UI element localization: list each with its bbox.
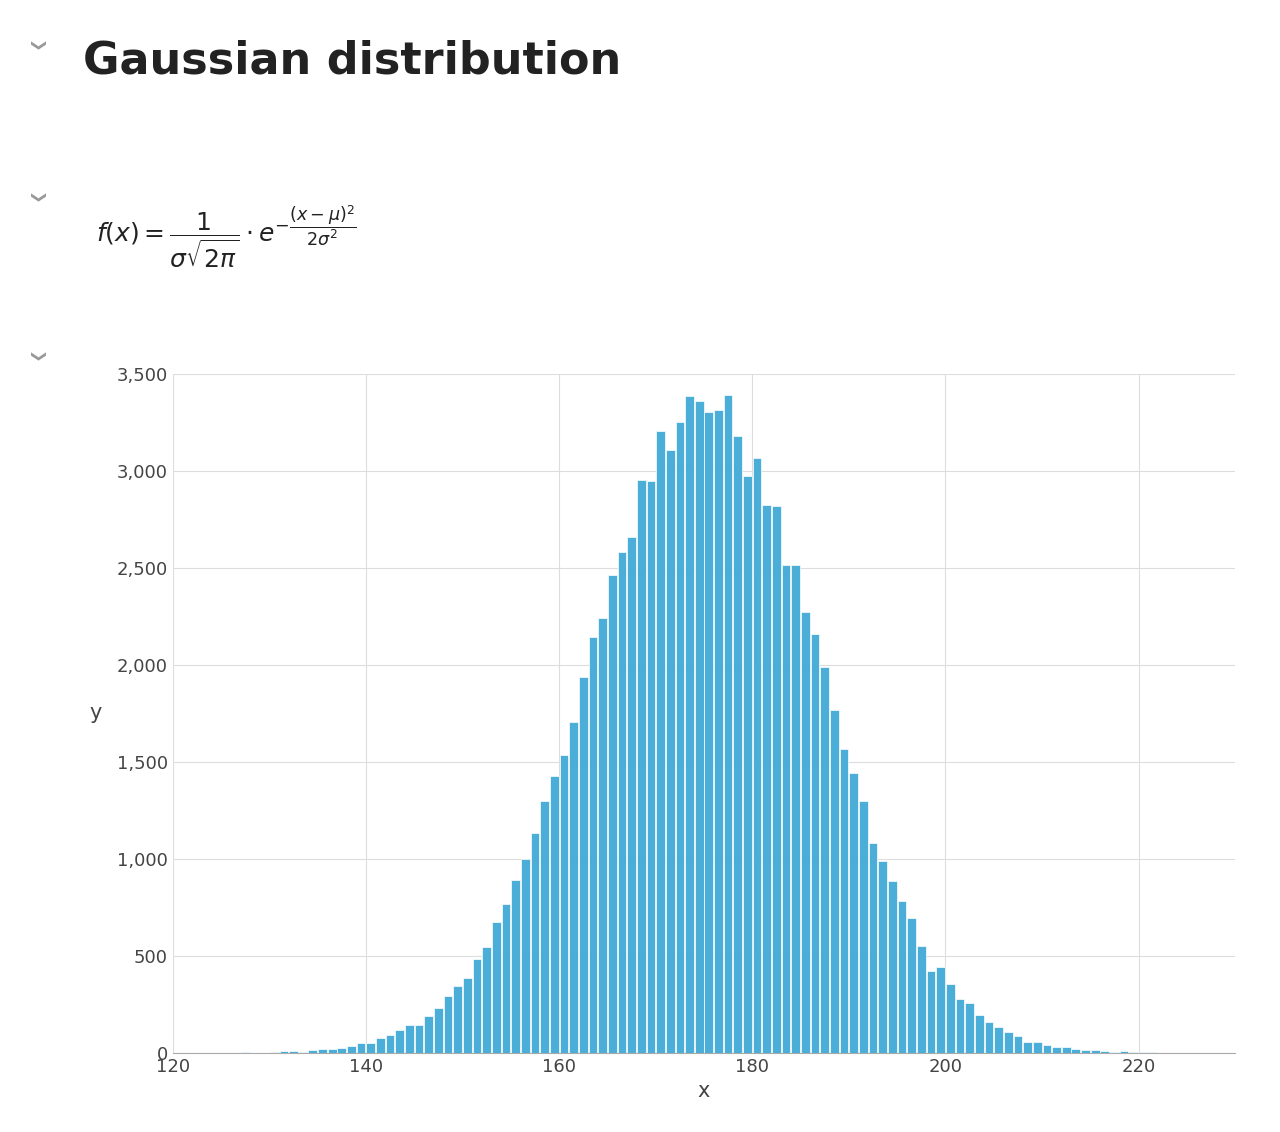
Bar	[946, 984, 955, 1053]
Bar	[425, 1017, 433, 1053]
Bar	[695, 401, 704, 1053]
Text: $f(x) = \dfrac{1}{\sigma\sqrt{2\pi}} \cdot e^{-\dfrac{(x-\mu)^2}{2\sigma^2}}$: $f(x) = \dfrac{1}{\sigma\sqrt{2\pi}} \cd…	[96, 204, 356, 271]
Bar	[723, 395, 732, 1053]
Bar	[1023, 1041, 1032, 1053]
Bar	[366, 1043, 375, 1053]
Bar	[956, 1000, 964, 1053]
X-axis label: x: x	[698, 1081, 710, 1101]
Bar	[463, 978, 472, 1053]
Bar	[657, 431, 664, 1053]
Bar	[936, 967, 945, 1053]
Bar	[1014, 1037, 1023, 1053]
Bar	[1082, 1050, 1089, 1053]
Bar	[984, 1022, 993, 1053]
Bar	[396, 1030, 404, 1053]
Bar	[434, 1007, 443, 1053]
Bar	[308, 1050, 317, 1053]
Bar	[385, 1035, 394, 1053]
Bar	[772, 506, 781, 1053]
Bar	[810, 634, 819, 1053]
Bar	[704, 412, 713, 1053]
Bar	[502, 903, 511, 1053]
Text: ❯: ❯	[28, 192, 44, 205]
Bar	[319, 1049, 326, 1053]
Bar	[733, 437, 742, 1053]
Y-axis label: y: y	[90, 703, 102, 723]
Bar	[415, 1024, 424, 1053]
Bar	[1091, 1050, 1100, 1053]
Bar	[550, 775, 558, 1053]
Bar	[559, 755, 568, 1053]
Bar	[791, 566, 800, 1053]
Bar	[869, 842, 877, 1053]
Bar	[763, 505, 771, 1053]
Bar	[820, 667, 829, 1053]
Bar	[897, 901, 906, 1053]
Bar	[753, 457, 762, 1053]
Bar	[744, 477, 751, 1053]
Bar	[289, 1050, 298, 1053]
Bar	[328, 1049, 337, 1053]
Bar	[492, 921, 500, 1053]
Bar	[627, 538, 636, 1053]
Bar	[338, 1047, 346, 1053]
Bar	[888, 881, 897, 1053]
Bar	[850, 773, 858, 1053]
Bar	[916, 946, 925, 1053]
Bar	[1004, 1031, 1012, 1053]
Bar	[1120, 1052, 1129, 1053]
Bar	[965, 1003, 974, 1053]
Bar	[685, 396, 694, 1053]
Bar	[829, 710, 838, 1053]
Bar	[404, 1026, 413, 1053]
Bar	[521, 859, 530, 1053]
Bar	[540, 801, 549, 1053]
Bar	[927, 971, 936, 1053]
Text: Gaussian distribution: Gaussian distribution	[83, 40, 622, 83]
Bar	[1062, 1047, 1070, 1053]
Bar	[1129, 1052, 1138, 1053]
Bar	[1101, 1050, 1110, 1053]
Bar	[1052, 1047, 1061, 1053]
Bar	[453, 986, 462, 1053]
Bar	[279, 1052, 288, 1053]
Bar	[579, 677, 588, 1053]
Bar	[666, 451, 675, 1053]
Bar	[531, 833, 539, 1053]
Bar	[570, 722, 579, 1053]
Bar	[646, 481, 655, 1053]
Bar	[472, 959, 481, 1053]
Bar	[859, 801, 868, 1053]
Bar	[483, 947, 492, 1053]
Bar	[589, 637, 598, 1053]
Bar	[782, 565, 791, 1053]
Bar	[608, 575, 617, 1053]
Bar	[1033, 1041, 1042, 1053]
Bar	[444, 996, 452, 1053]
Bar	[357, 1043, 366, 1053]
Bar	[376, 1038, 385, 1053]
Bar	[347, 1046, 356, 1053]
Bar	[637, 480, 645, 1053]
Bar	[995, 1027, 1004, 1053]
Bar	[617, 552, 626, 1053]
Bar	[908, 918, 916, 1053]
Text: ❯: ❯	[28, 40, 44, 52]
Bar	[801, 611, 810, 1053]
Bar	[598, 618, 607, 1053]
Bar	[840, 749, 849, 1053]
Bar	[1042, 1045, 1051, 1053]
Bar	[975, 1015, 983, 1053]
Bar	[511, 881, 520, 1053]
Bar	[878, 861, 887, 1053]
Bar	[676, 422, 685, 1053]
Bar	[1071, 1048, 1080, 1053]
Text: ❯: ❯	[28, 351, 44, 363]
Bar	[714, 410, 723, 1053]
